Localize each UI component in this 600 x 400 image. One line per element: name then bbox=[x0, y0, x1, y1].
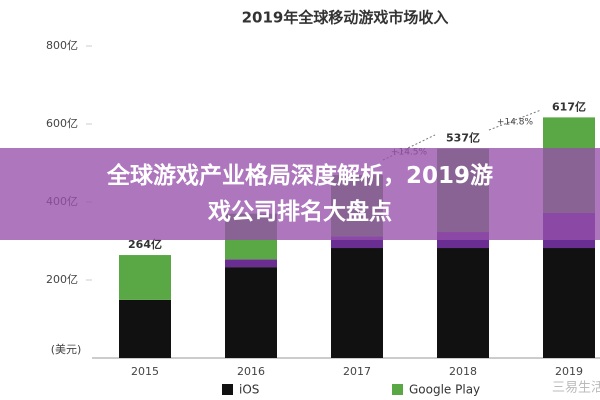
bar-segment bbox=[225, 259, 277, 268]
chart-title: 2019年全球移动游戏市场收入 bbox=[242, 9, 449, 27]
x-tick-label: 2017 bbox=[343, 365, 371, 378]
y-tick-label: 600亿 bbox=[46, 117, 78, 130]
watermark: 三易生活 bbox=[552, 381, 600, 396]
total-label: 537亿 bbox=[446, 131, 480, 145]
legend-label: Google Play bbox=[409, 383, 480, 397]
bar-segment bbox=[119, 255, 171, 300]
banner-line: 全球游戏产业格局深度解析，2019游 bbox=[106, 163, 493, 189]
legend-label: iOS bbox=[239, 383, 259, 397]
x-tick-label: 2018 bbox=[449, 365, 477, 378]
y-tick-label: 800亿 bbox=[46, 39, 78, 52]
bar-segment bbox=[331, 248, 383, 358]
bar-segment bbox=[437, 248, 489, 358]
total-label: 264亿 bbox=[128, 237, 162, 251]
banner: 全球游戏产业格局深度解析，2019游 戏公司排名大盘点 bbox=[0, 148, 600, 240]
x-tick-label: 2016 bbox=[237, 365, 265, 378]
banner-line: 戏公司排名大盘点 bbox=[208, 199, 392, 225]
x-tick-label: 2019 bbox=[555, 365, 583, 378]
total-label: 617亿 bbox=[552, 99, 586, 113]
legend-swatch bbox=[222, 384, 233, 395]
x-tick-label: 2015 bbox=[131, 365, 159, 378]
bar-segment bbox=[331, 236, 383, 249]
y-tick-label: 200亿 bbox=[46, 273, 78, 286]
growth-arrow bbox=[488, 109, 542, 131]
bar-segment bbox=[225, 267, 277, 358]
growth-label: +14.8% bbox=[497, 118, 534, 128]
bar-segment bbox=[119, 299, 171, 358]
bar-segment bbox=[543, 248, 595, 358]
unit-label: (美元) bbox=[51, 343, 82, 356]
legend-swatch bbox=[392, 384, 403, 395]
